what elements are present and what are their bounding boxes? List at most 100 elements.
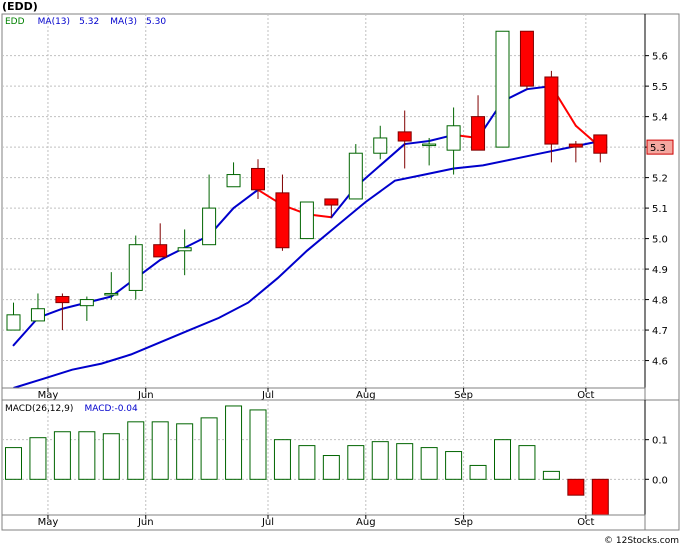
ticker-title: (EDD) <box>2 0 38 13</box>
candle-up <box>226 162 241 188</box>
macd-bar-positive <box>102 433 120 480</box>
price-y-tick-label: 4.9 <box>652 265 668 276</box>
candle-down <box>324 198 339 218</box>
macd-x-axis: May Jun Jul Aug Sep Oct <box>1 514 646 531</box>
candle-body <box>128 244 143 291</box>
ma13-line-layer <box>13 140 601 389</box>
last-price-tag-label: 5.3 <box>650 143 666 154</box>
macd-x-tick-label: Jun <box>137 517 154 528</box>
macd-x-tick-label: Oct <box>577 517 594 528</box>
macd-bar-positive <box>494 439 511 480</box>
price-panel: 4.64.74.84.95.05.15.25.35.45.55.6 5.3 ED… <box>1 9 680 401</box>
candle-up <box>446 107 461 175</box>
candle-body <box>30 308 45 322</box>
macd-bar-positive <box>298 445 316 480</box>
legend-ma3-label: MA(3) <box>110 17 137 27</box>
price-grid <box>2 14 645 388</box>
candle-body <box>397 131 412 142</box>
macd-bar-positive <box>347 445 365 480</box>
ma3-segment <box>232 188 259 210</box>
legend-ma13-value: 5.32 <box>79 17 99 27</box>
candle-up <box>373 125 388 160</box>
candle-body <box>422 143 437 147</box>
candle-up <box>79 296 94 321</box>
price-y-tick-label: 5.5 <box>652 82 668 93</box>
price-x-axis: May Jun Jul Aug Sep Oct <box>1 387 646 401</box>
macd-bar-positive <box>225 405 243 480</box>
last-price-tag-box <box>646 139 674 155</box>
macd-bar-positive <box>445 451 463 480</box>
macd-bar-positive <box>78 431 96 480</box>
candle-down <box>544 70 559 163</box>
footer-credit: © 12Stocks.com <box>604 536 679 546</box>
macd-bar-positive <box>249 409 267 480</box>
macd-x-tick-label: Sep <box>454 517 473 528</box>
macd-y-axis: 0.0 0.1 <box>644 400 668 515</box>
ma3-segment <box>12 316 39 347</box>
candle-down <box>397 110 412 169</box>
candle-up <box>128 235 143 300</box>
candle-body <box>275 192 290 249</box>
candle-up <box>299 201 314 240</box>
candle-body <box>104 292 119 296</box>
last-price-tag: 5.3 <box>646 139 674 155</box>
price-legend-text: EDD MA(13) 5.32 MA(3) 5.30 <box>5 9 166 28</box>
macd-y-tick-label: 0.0 <box>652 475 668 486</box>
candle-up <box>348 144 363 200</box>
candle-body <box>299 201 314 240</box>
price-x-tick-label: May <box>38 390 59 401</box>
candle-down <box>153 223 168 258</box>
price-x-tick-label: Jun <box>137 390 154 401</box>
candle-down <box>55 293 70 331</box>
macd-bar-positive <box>396 443 414 480</box>
price-legend: EDD MA(13) 5.32 MA(3) 5.30 <box>5 9 166 28</box>
macd-bar-positive <box>53 431 71 480</box>
macd-label: MACD(26,12,9) <box>5 404 73 414</box>
macd-x-tick-label: Jul <box>261 517 274 528</box>
candlestick-layer <box>6 30 608 331</box>
price-y-tick-label: 5.1 <box>652 204 668 215</box>
macd-bar-positive <box>127 421 145 480</box>
candle-up <box>30 293 45 322</box>
macd-bar-negative <box>567 478 585 496</box>
candle-up <box>104 272 119 300</box>
candle-body <box>348 152 363 200</box>
candle-down <box>568 141 583 163</box>
candle-down <box>251 159 265 199</box>
candle-up <box>422 137 437 166</box>
candle-down <box>593 134 608 163</box>
macd-value-label: MACD:-0.04 <box>84 404 138 414</box>
price-y-tick-label: 4.8 <box>652 296 668 307</box>
candle-up <box>6 302 21 331</box>
candle-body <box>519 30 534 87</box>
macd-panel: 0.0 0.1 MACD(26,12,9) MACD:-0.04 May Jun Ju… <box>1 399 680 531</box>
macd-bar-negative <box>591 478 609 516</box>
price-y-tick-label: 4.7 <box>652 326 668 337</box>
candle-body <box>79 299 94 307</box>
macd-bar-positive <box>29 437 47 480</box>
candle-body <box>55 296 70 304</box>
macd-bar-positive <box>151 421 169 480</box>
macd-bar-positive <box>518 445 536 480</box>
candle-body <box>177 247 192 252</box>
macd-date-band <box>1 514 646 531</box>
candle-body <box>568 143 583 148</box>
candle-up <box>495 30 510 148</box>
price-y-tick-label: 5.4 <box>652 113 668 124</box>
macd-bar-positive <box>200 417 218 480</box>
price-y-tick-label: 5.6 <box>652 52 668 63</box>
candle-up <box>177 229 192 276</box>
candle-body <box>495 30 510 148</box>
legend-ma3-value: 5.30 <box>146 17 166 27</box>
price-date-band <box>1 387 646 401</box>
macd-y-tick-label: 0.1 <box>652 436 668 447</box>
price-y-tick-label: 5.0 <box>652 235 668 246</box>
macd-bar-positive <box>542 470 560 480</box>
ma3-segment <box>403 140 431 146</box>
candle-body <box>202 207 217 246</box>
candle-down <box>471 95 486 151</box>
price-x-tick-label: Sep <box>454 390 473 401</box>
price-x-tick-label: Jul <box>261 390 274 401</box>
candle-body <box>593 134 608 154</box>
